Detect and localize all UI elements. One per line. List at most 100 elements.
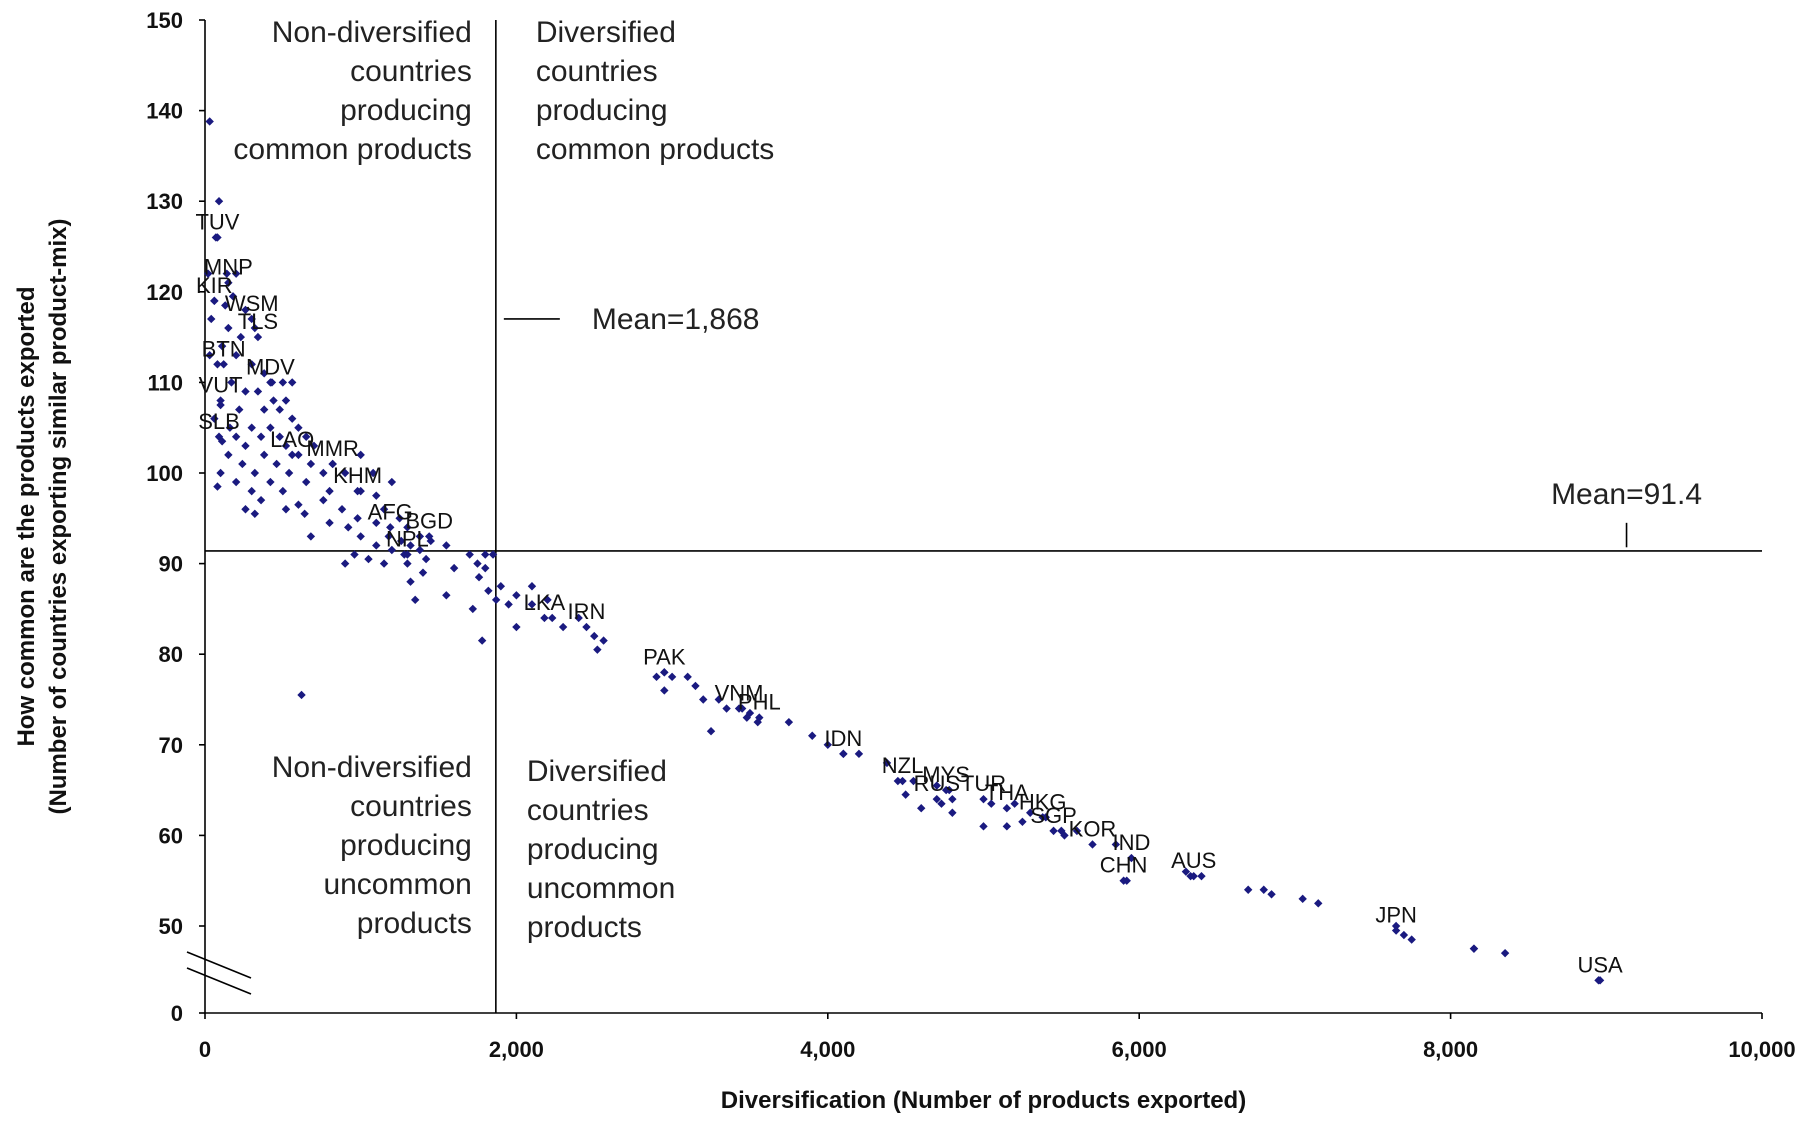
quadrant-label-line: uncommon — [323, 868, 471, 901]
data-point — [599, 636, 608, 645]
data-point — [284, 468, 294, 478]
data-point — [403, 523, 412, 532]
data-point — [574, 613, 583, 623]
data-point — [281, 441, 291, 451]
data-point — [214, 197, 224, 206]
quadrant-label-line: countries — [350, 55, 472, 88]
data-point — [294, 450, 303, 460]
point-label: VUT — [199, 373, 243, 398]
data-point — [1391, 926, 1401, 935]
data-point — [368, 468, 378, 478]
data-point — [660, 668, 669, 677]
data-point — [1018, 817, 1027, 827]
data-point — [548, 613, 557, 623]
data-point — [474, 572, 484, 582]
data-point — [512, 591, 521, 600]
data-point — [1002, 822, 1012, 831]
data-point — [224, 278, 233, 287]
quadrant-label-line: Diversified — [536, 16, 676, 49]
data-point — [932, 794, 941, 804]
point-label: USA — [1577, 952, 1623, 977]
data-point — [1399, 930, 1409, 940]
data-point — [247, 360, 256, 369]
data-point — [932, 781, 941, 790]
data-point — [356, 532, 365, 541]
data-point — [418, 568, 428, 577]
data-point — [442, 591, 451, 600]
data-point — [755, 713, 764, 722]
data-point — [287, 414, 297, 423]
data-point — [294, 500, 303, 509]
point-label: VNM — [715, 681, 764, 706]
data-point — [387, 477, 397, 487]
y-tick-label: 90 — [159, 552, 183, 577]
point-label: BGD — [405, 508, 453, 533]
y-tick-label: 70 — [159, 733, 183, 758]
data-point — [442, 541, 451, 550]
data-point — [415, 532, 425, 541]
data-points — [203, 117, 1605, 985]
data-point — [468, 604, 478, 614]
data-point — [1267, 890, 1276, 899]
data-point — [403, 550, 412, 559]
data-point — [987, 799, 996, 808]
data-point — [1026, 808, 1035, 817]
data-point — [356, 450, 365, 460]
data-point — [266, 378, 275, 387]
data-point — [328, 459, 337, 469]
data-point — [582, 622, 591, 632]
quadrant-label-line: common products — [536, 133, 774, 166]
data-point — [210, 414, 219, 423]
data-point — [228, 292, 238, 301]
data-point — [1391, 921, 1401, 931]
data-point — [1127, 853, 1136, 863]
data-point — [250, 509, 260, 518]
data-point — [302, 477, 311, 487]
x-tick-label: 10,000 — [1728, 1037, 1795, 1062]
data-point — [231, 477, 241, 487]
data-point — [1407, 935, 1416, 944]
data-point — [353, 514, 362, 523]
data-point — [540, 613, 549, 623]
data-point — [512, 622, 521, 632]
y-tick-label: 80 — [159, 642, 183, 667]
data-point — [465, 550, 474, 559]
quadrant-label-line: countries — [536, 55, 658, 88]
data-point — [213, 233, 222, 242]
data-point — [372, 491, 381, 500]
data-point — [1314, 899, 1323, 908]
data-point — [216, 400, 225, 410]
data-point — [221, 301, 230, 310]
data-point — [340, 559, 350, 568]
data-point — [379, 559, 389, 568]
point-label: LAO — [270, 427, 314, 452]
point-label: WSM — [225, 291, 279, 316]
quadrant-label-line: producing — [340, 94, 472, 127]
data-point — [266, 423, 275, 432]
data-point — [344, 523, 353, 532]
point-label: MDV — [246, 354, 295, 379]
data-point — [319, 495, 328, 505]
point-label: TUV — [195, 209, 239, 234]
quadrant-label-line: common products — [233, 133, 471, 166]
data-point — [1038, 813, 1047, 822]
data-point — [415, 545, 425, 555]
y-tick-label: 120 — [146, 280, 183, 305]
data-point — [527, 600, 537, 609]
y-tick-label: 50 — [159, 914, 183, 939]
data-point — [214, 432, 224, 441]
data-point — [395, 514, 404, 523]
data-point — [325, 486, 334, 496]
y-tick-label: 100 — [146, 461, 183, 486]
data-point — [496, 582, 506, 591]
data-point — [205, 351, 214, 360]
data-point — [238, 459, 247, 469]
data-point — [205, 117, 214, 126]
quadrant-label-line: products — [357, 907, 472, 940]
quadrant-label: Diversified countries producing uncommon pro… — [527, 755, 675, 944]
data-point — [1259, 885, 1268, 894]
point-label: CHN — [1100, 853, 1148, 878]
x-axis-title: Diversification (Number of products expo… — [721, 1087, 1246, 1114]
point-label: SLB — [198, 409, 240, 434]
